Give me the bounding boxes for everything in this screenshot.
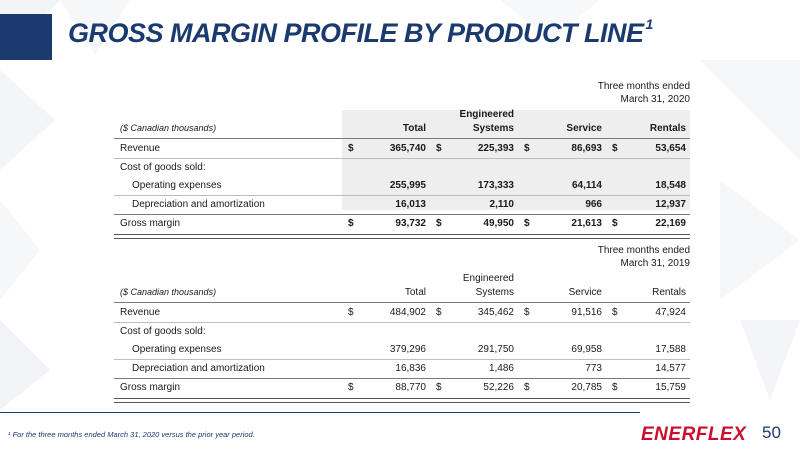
title-footnote-marker: 1 [645,16,654,32]
column-header-systems: Systems [475,287,514,298]
table-row: Cost of goods sold: [120,326,206,337]
column-header-rentals: Rentals [649,123,686,134]
enerflex-logo: ENERFLEX [641,424,747,445]
footnote: ¹ For the three months ended March 31, 2… [8,430,255,439]
column-header-total: Total [402,123,426,134]
table-row: Gross margin $ 88,770 $ 52,226 $ 20,785 … [120,382,686,393]
table-row: Revenue $ 365,740 $ 225,393 $ 86,693 $ 5… [120,143,686,154]
table-row: Depreciation and amortization 16,013 2,1… [132,199,686,210]
column-header-rentals: Rentals [652,287,686,298]
highlight-shading [342,110,690,210]
column-header-total: Total [404,287,426,298]
footer-divider [0,412,640,413]
column-header-line1: Engineered [459,109,514,120]
period-label: Three months ended March 31, 2020 [597,81,690,105]
table-row: Cost of goods sold: [120,162,206,173]
table-row: Depreciation and amortization 16,836 1,4… [132,363,686,374]
column-header-line1: Engineered [462,273,514,284]
table-row: Operating expenses 255,995 173,333 64,11… [132,180,686,191]
title-accent-bar [0,14,52,60]
table-row: Revenue $ 484,902 $ 345,462 $ 91,516 $ 4… [120,307,686,318]
units-label: ($ Canadian thousands) [120,123,217,133]
slide-title: GROSS MARGIN PROFILE BY PRODUCT LINE 1 [68,16,654,48]
units-label: ($ Canadian thousands) [120,287,217,297]
page-number: 50 [762,423,781,442]
table-row: Operating expenses 379,296 291,750 69,95… [132,344,686,355]
table-2019: Three months ended March 31, 2019 Engine… [114,244,690,403]
table-row: Gross margin $ 93,732 $ 49,950 $ 21,613 … [120,218,686,229]
column-header-service: Service [566,123,602,134]
table-2020: Three months ended March 31, 2020 Engine… [114,80,690,239]
column-header-service: Service [568,287,602,298]
period-label: Three months ended March 31, 2019 [597,245,690,269]
column-header-systems: Systems [472,123,514,134]
